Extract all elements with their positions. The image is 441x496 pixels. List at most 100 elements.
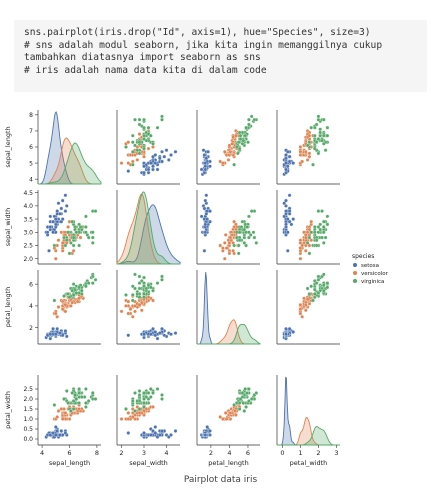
scatter-point-virginica	[320, 209, 324, 213]
scatter-point-setosa	[205, 425, 210, 429]
y-axis-label: petal_length	[4, 287, 12, 327]
scatter-point-versicolor	[298, 241, 303, 245]
scatter-point-setosa	[53, 217, 58, 221]
scatter-point-virginica	[320, 235, 324, 240]
scatter-point-virginica	[318, 222, 323, 227]
scatter-point-virginica	[84, 401, 88, 405]
scatter-point-virginica	[64, 238, 69, 243]
scatter-point-versicolor	[231, 248, 235, 253]
scatter-point-versicolor	[151, 145, 155, 149]
scatter-point-versicolor	[126, 299, 131, 304]
scatter-point-versicolor	[307, 151, 312, 156]
scatter-point-setosa	[203, 167, 208, 172]
scatter-point-virginica	[142, 405, 146, 409]
scatter-point-virginica	[135, 292, 140, 296]
scatter-point-setosa	[284, 161, 288, 165]
scatter-point-virginica	[325, 222, 330, 227]
scatter-point-versicolor	[126, 140, 131, 145]
scatter-point-setosa	[51, 326, 55, 331]
scatter-point-versicolor	[307, 227, 312, 232]
scatter-point-setosa	[203, 222, 208, 227]
y-tick-label: 4	[29, 303, 33, 310]
scatter-point-virginica	[130, 149, 135, 154]
scatter-point-virginica	[309, 284, 314, 289]
y-tick-label: 2.0	[23, 396, 33, 403]
scatter-point-versicolor	[78, 235, 83, 240]
scatter-point-virginica	[133, 143, 137, 148]
scatter-point-versicolor	[221, 161, 225, 165]
scatter-point-versicolor	[119, 161, 124, 165]
scatter-point-versicolor	[309, 219, 314, 224]
scatter-point-virginica	[146, 125, 151, 130]
scatter-point-virginica	[63, 243, 68, 248]
scatter-point-virginica	[130, 162, 135, 167]
x-tick-label: 6	[67, 449, 71, 457]
scatter-point-virginica	[247, 214, 251, 219]
scatter-point-virginica	[234, 145, 239, 149]
scatter-point-virginica	[244, 243, 248, 248]
figure-caption: Pairplot data iris	[183, 475, 258, 485]
scatter-point-virginica	[137, 140, 142, 145]
scatter-point-versicolor	[298, 256, 303, 261]
scatter-point-setosa	[142, 431, 146, 435]
scatter-point-versicolor	[139, 300, 144, 305]
scatter-point-versicolor	[56, 305, 61, 309]
scatter-point-versicolor	[305, 297, 310, 302]
scatter-point-setosa	[173, 149, 178, 154]
scatter-point-virginica	[77, 243, 81, 248]
scatter-point-virginica	[248, 233, 253, 237]
scatter-point-versicolor	[305, 158, 310, 162]
scatter-point-versicolor	[222, 256, 227, 261]
y-tick-label: 2.0	[23, 256, 33, 263]
scatter-point-virginica	[124, 145, 128, 149]
scatter-point-virginica	[70, 391, 75, 395]
scatter-point-versicolor	[128, 307, 133, 312]
scatter-point-versicolor	[228, 149, 233, 154]
scatter-point-virginica	[70, 219, 75, 224]
scatter-point-versicolor	[130, 314, 135, 319]
scatter-point-versicolor	[218, 243, 223, 248]
scatter-point-setosa	[153, 153, 158, 157]
x-tick-label: 0	[280, 449, 284, 457]
scatter-point-virginica	[237, 130, 242, 135]
scatter-point-virginica	[312, 146, 317, 151]
scatter-point-setosa	[64, 204, 69, 208]
scatter-point-setosa	[56, 201, 61, 206]
scatter-point-setosa	[157, 433, 162, 437]
y-tick-label: 4.0	[23, 203, 33, 210]
scatter-point-virginica	[321, 230, 326, 235]
scatter-point-versicolor	[70, 300, 75, 305]
scatter-point-versicolor	[300, 314, 305, 319]
scatter-point-setosa	[148, 332, 153, 337]
kde-curve-setosa	[116, 204, 181, 265]
scatter-point-virginica	[148, 133, 153, 138]
scatter-point-virginica	[151, 288, 155, 293]
scatter-point-virginica	[71, 235, 76, 240]
x-axis-label: petal_width	[290, 459, 328, 467]
scatter-point-setosa	[284, 198, 288, 203]
scatter-point-virginica	[314, 140, 319, 145]
scatter-point-setosa	[199, 167, 204, 172]
scatter-point-versicolor	[119, 417, 124, 421]
scatter-point-versicolor	[303, 149, 308, 154]
scatter-point-setosa	[64, 334, 69, 339]
scatter-point-versicolor	[56, 409, 61, 413]
x-axis-label: sepal_width	[129, 459, 167, 467]
scatter-point-virginica	[84, 225, 88, 229]
scatter-point-virginica	[133, 272, 137, 277]
scatter-point-versicolor	[66, 225, 70, 229]
y-tick-label: 6	[29, 144, 33, 151]
scatter-point-virginica	[237, 230, 242, 235]
scatter-point-setosa	[287, 326, 292, 331]
scatter-point-virginica	[232, 243, 236, 248]
scatter-point-virginica	[247, 117, 251, 122]
scatter-point-virginica	[245, 391, 249, 395]
y-axis-label: sepal_width	[4, 208, 12, 246]
scatter-point-virginica	[155, 387, 160, 391]
scatter-point-virginica	[311, 298, 315, 303]
kde-curve-virginica	[277, 426, 340, 446]
scatter-point-setosa	[55, 326, 60, 331]
scatter-point-virginica	[130, 293, 135, 297]
scatter-point-setosa	[204, 156, 209, 161]
scatter-point-setosa	[164, 148, 169, 153]
